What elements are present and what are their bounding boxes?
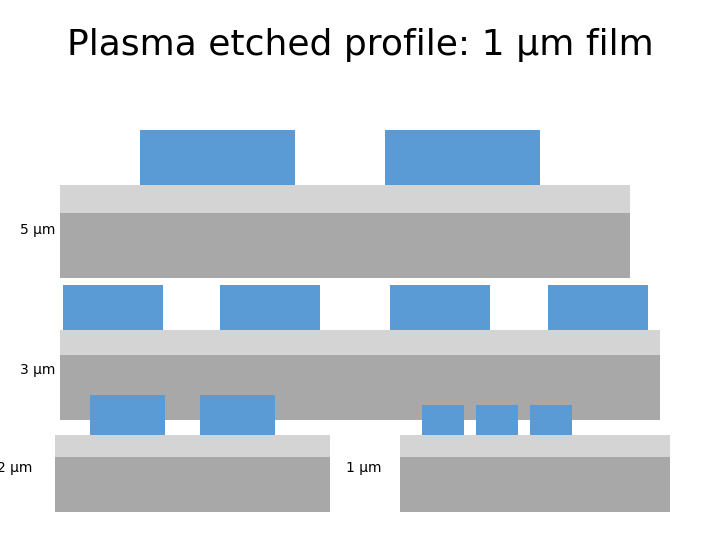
Text: 1 μm: 1 μm: [346, 461, 382, 475]
Bar: [60, 330, 660, 355]
Text: 5 μm: 5 μm: [19, 223, 55, 237]
Bar: [55, 457, 330, 512]
Text: Plasma etched profile: 1 μm film: Plasma etched profile: 1 μm film: [67, 28, 653, 62]
Bar: [400, 457, 670, 512]
Bar: [63, 285, 163, 330]
Bar: [220, 285, 320, 330]
Bar: [385, 130, 540, 185]
Text: 3 μm: 3 μm: [19, 363, 55, 377]
Bar: [60, 213, 630, 278]
Bar: [90, 395, 165, 435]
Bar: [140, 130, 295, 185]
Bar: [400, 435, 670, 457]
Bar: [60, 185, 630, 213]
Bar: [530, 405, 572, 435]
Bar: [60, 355, 660, 420]
Bar: [476, 405, 518, 435]
Bar: [55, 435, 330, 457]
Bar: [422, 405, 464, 435]
Text: 2 μm: 2 μm: [0, 461, 32, 475]
Bar: [390, 285, 490, 330]
Bar: [200, 395, 275, 435]
Bar: [548, 285, 648, 330]
